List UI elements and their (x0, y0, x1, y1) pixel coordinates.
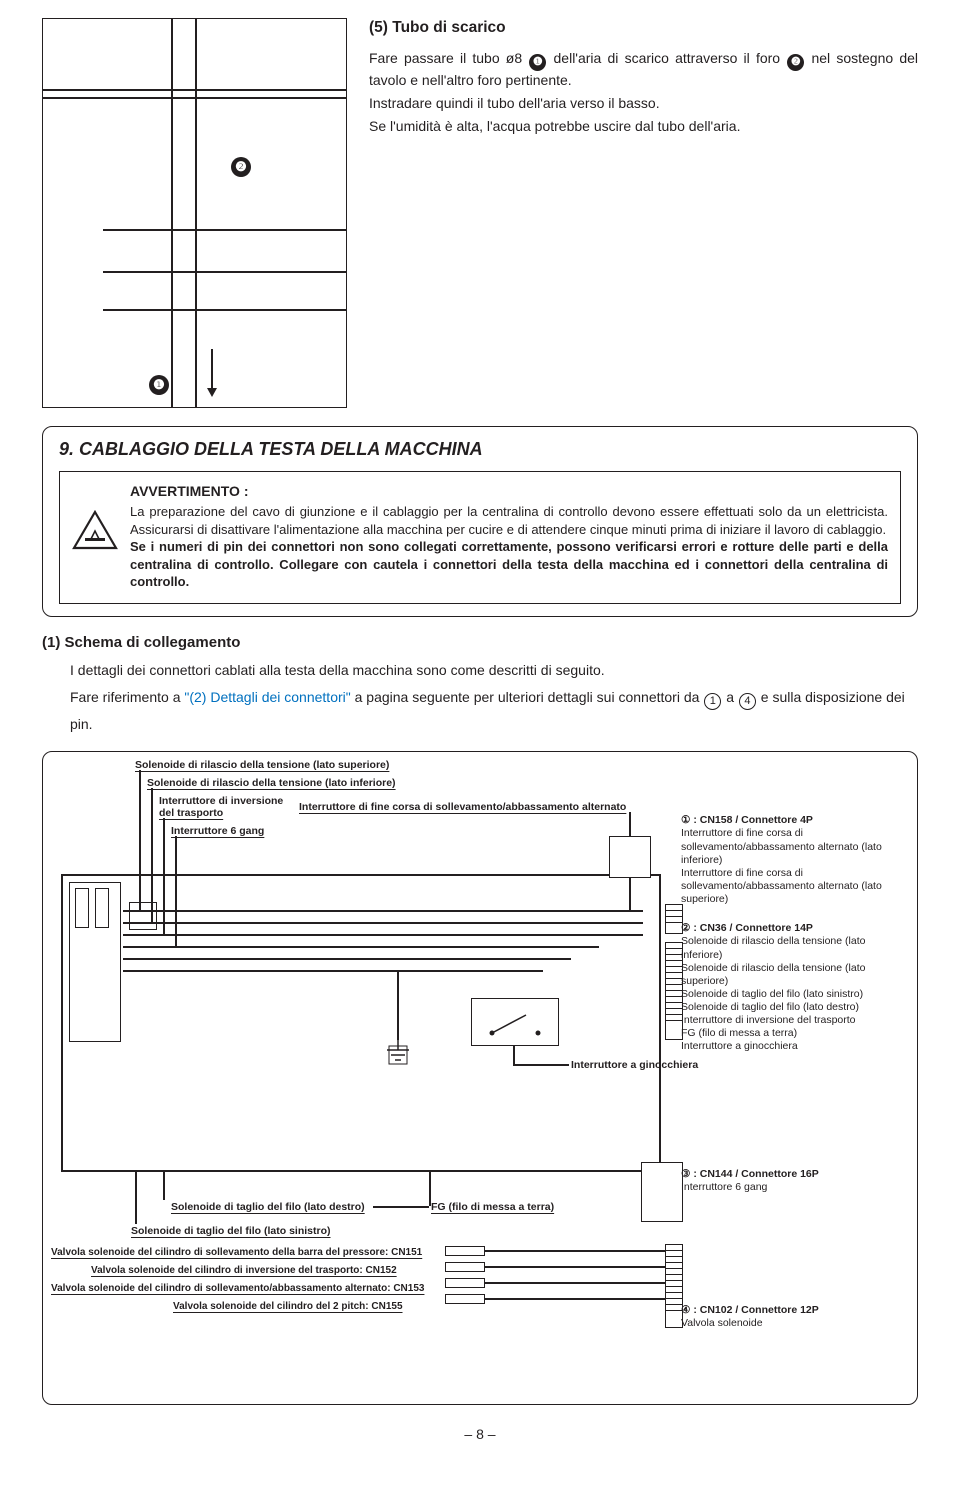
c1b: Interruttore di fine corsa di sollevamen… (681, 867, 882, 905)
sp2d: a (722, 689, 738, 705)
circle-4-icon: 4 (739, 693, 756, 710)
sp2a: Fare riferimento a (70, 689, 184, 705)
right-col-1: ① : CN158 / Connettore 4P Interruttore d… (681, 814, 899, 906)
c2g: Interruttore a ginocchiera (681, 1040, 798, 1052)
warning-box: AVVERTIMENTO : La preparazione del cavo … (59, 471, 901, 604)
lbl-top3b: del trasporto (159, 806, 223, 820)
limit-switch-box (609, 836, 651, 878)
lbl-btm-l: Solenoide di taglio del filo (lato sinis… (131, 1224, 331, 1238)
sp2c: a pagina seguente per ulteriori dettagli… (351, 689, 704, 705)
warning-icon (72, 510, 118, 550)
connector-3-box (641, 1162, 683, 1222)
lbl-v1: Valvola solenoide del cilindro di sollev… (51, 1246, 422, 1260)
arrow-down-icon (211, 349, 213, 395)
c4a: Valvola solenoide (681, 1317, 763, 1329)
valve-stub-1 (445, 1246, 485, 1256)
lbl-top4: Interruttore 6 gang (171, 824, 264, 838)
warning-text: AVVERTIMENTO : La preparazione del cavo … (130, 482, 888, 591)
valve-stub-4 (445, 1294, 485, 1304)
c2c: Solenoide di taglio del filo (lato sinis… (681, 988, 863, 1000)
c2b: Solenoide di rilascio della tensione (la… (681, 962, 865, 987)
valve-stub-2 (445, 1262, 485, 1272)
sp2b: "(2) Dettagli dei connettori" (184, 689, 350, 705)
knee-switch-box (471, 998, 559, 1046)
section-5-row: ❷ ❶ (5) Tubo di scarico Fare passare il … (42, 18, 918, 408)
lbl-knee: Interruttore a ginocchiera (571, 1058, 698, 1072)
drain-tube-figure: ❷ ❶ (42, 18, 347, 408)
c2a: Solenoide di rilascio della tensione (la… (681, 935, 865, 960)
p1b: dell'aria di scarico attraverso il foro (547, 50, 786, 66)
lbl-btm-r: Solenoide di taglio del filo (lato destr… (171, 1200, 365, 1214)
section-9-title: 9. CABLAGGIO DELLA TESTA DELLA MACCHINA (59, 437, 901, 461)
badge-2-icon: ❷ (787, 54, 804, 71)
badge-1-icon: ❶ (529, 54, 546, 71)
warning-p1: La preparazione del cavo di giunzione e … (130, 504, 888, 537)
section-5-p1: Fare passare il tubo ø8 ❶ dell'aria di s… (369, 49, 918, 90)
schema-p1: I dettagli dei connettori cablati alla t… (42, 661, 918, 680)
lbl-fg: FG (filo di messa a terra) (431, 1200, 554, 1214)
figure-col: ❷ ❶ (42, 18, 347, 408)
lbl-top1: Solenoide di rilascio della tensione (la… (135, 758, 389, 772)
valve-stub-3 (445, 1278, 485, 1288)
c2f: FG (filo di messa a terra) (681, 1027, 797, 1039)
page-number: – 8 – (42, 1425, 918, 1444)
c2h: ② : CN36 / Connettore 14P (681, 922, 813, 934)
solenoid-a (75, 888, 89, 928)
c4h: ④ : CN102 / Connettore 12P (681, 1304, 819, 1316)
c3a: Interruttore 6 gang (681, 1181, 767, 1193)
lbl-top5: Interruttore di fine corsa di sollevamen… (299, 800, 626, 814)
wiring-diagram: Solenoide di rilascio della tensione (la… (42, 751, 918, 1405)
schema-p2: Fare riferimento a "(2) Dettagli dei con… (42, 684, 918, 737)
c1a: Interruttore di fine corsa di sollevamen… (681, 827, 882, 865)
c1h: ① : CN158 / Connettore 4P (681, 814, 813, 826)
right-col-2: ② : CN36 / Connettore 14P Solenoide di r… (681, 922, 899, 1053)
lbl-v4: Valvola solenoide del cilindro del 2 pit… (173, 1300, 403, 1314)
warning-p2: Se i numeri di pin dei connettori non so… (130, 539, 888, 589)
circle-1-icon: 1 (704, 693, 721, 710)
right-col-4: ④ : CN102 / Connettore 12P Valvola solen… (681, 1304, 899, 1330)
lbl-v2: Valvola solenoide del cilindro di invers… (91, 1264, 397, 1278)
p1a: Fare passare il tubo ø8 (369, 50, 528, 66)
ground-icon (385, 1040, 411, 1064)
lbl-top2: Solenoide di rilascio della tensione (la… (147, 776, 396, 790)
section-5-p2: Instradare quindi il tubo dell'aria vers… (369, 94, 918, 113)
c2d: Solenoide di taglio del filo (lato destr… (681, 1001, 859, 1013)
c2e: Interruttore di inversione del trasporto (681, 1014, 856, 1026)
section-5-p3: Se l'umidità è alta, l'acqua potrebbe us… (369, 117, 918, 136)
section-9-box: 9. CABLAGGIO DELLA TESTA DELLA MACCHINA … (42, 426, 918, 617)
callout-2-icon: ❷ (231, 157, 251, 177)
section-5-text: (5) Tubo di scarico Fare passare il tubo… (369, 18, 918, 408)
section-5-title: (5) Tubo di scarico (369, 18, 918, 39)
warning-title: AVVERTIMENTO : (130, 482, 888, 501)
solenoid-b (95, 888, 109, 928)
right-col-3: ③ : CN144 / Connettore 16P Interruttore … (681, 1168, 899, 1194)
c3h: ③ : CN144 / Connettore 16P (681, 1168, 819, 1180)
lbl-v3: Valvola solenoide del cilindro di sollev… (51, 1282, 424, 1296)
schema-heading: (1) Schema di collegamento (42, 633, 918, 653)
callout-1-icon: ❶ (149, 375, 169, 395)
small-box (129, 902, 157, 930)
